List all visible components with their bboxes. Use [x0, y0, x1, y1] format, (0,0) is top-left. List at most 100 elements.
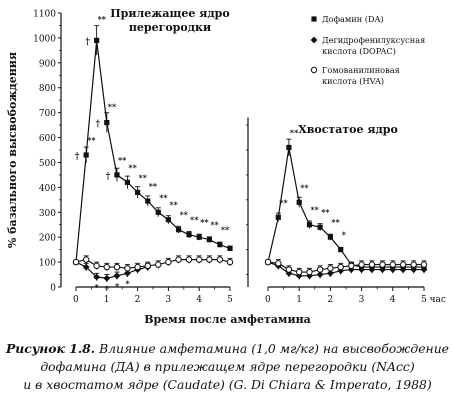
- legend-label: кислота (DOPAC): [322, 46, 396, 56]
- panel-left-point-square: [217, 242, 223, 248]
- panel-right-point-circle: [348, 262, 355, 270]
- panel-left-y-tick-label: 1000: [33, 34, 56, 44]
- panel-right-point-circle: [399, 261, 407, 268]
- panel-left-point-diamond: [93, 273, 101, 281]
- panel-left-point-circle: [72, 258, 80, 266]
- panel-right-point-circle: [389, 261, 396, 268]
- panel-right-point-diamond: [358, 266, 365, 273]
- panel-left-point-circle: [144, 262, 151, 270]
- panel-right-title: Хвостатое ядро: [298, 123, 398, 136]
- panel-left-point-square: [227, 245, 233, 251]
- panel-right-point-diamond: [410, 266, 418, 273]
- panel-left-y-tick-label: 300: [39, 209, 56, 219]
- panel-left-y-tick-label: 700: [39, 109, 56, 119]
- panel-left-y-tick-label: 400: [39, 184, 56, 194]
- panel-left-dagger-mark: †: [106, 172, 111, 182]
- panel-left-significance-label: **: [200, 217, 209, 227]
- panel-right-point-circle: [337, 263, 344, 271]
- panel-right-significance-label: **: [321, 207, 330, 217]
- panel-right-x-tick-label: 0: [265, 295, 271, 305]
- panel-right-point-circle: [264, 258, 272, 266]
- figure-caption: Рисунок 1.8. Влияние амфетамина (1,0 мг/…: [0, 340, 455, 394]
- x-axis-label: Время после амфетамина: [144, 313, 311, 326]
- panel-left-significance-label: **: [139, 172, 148, 182]
- panel-left-point-diamond: [82, 263, 90, 271]
- legend-marker-circle: [310, 66, 318, 74]
- panel-left-significance-label: **: [180, 210, 189, 220]
- panel-left-point-circle: [113, 263, 121, 271]
- panel-left-x-tick-label: 4: [196, 295, 202, 305]
- panel-right-x-tick-label: 2: [327, 295, 333, 305]
- legend-label: Гомованилиновая: [322, 65, 400, 75]
- panel-left-point-square: [175, 227, 182, 233]
- panel-right-point-circle: [327, 265, 334, 272]
- panel-left-point-circle: [103, 263, 111, 271]
- legend-label: кислота (HVA): [322, 76, 384, 86]
- panel-left-significance-label: *: [95, 282, 100, 292]
- panel-left-point-square: [186, 232, 192, 238]
- panel-left-significance-label: **: [108, 102, 117, 112]
- panel-left-significance-label: *: [105, 283, 110, 293]
- panel-left-x-tick-label: 1: [104, 295, 110, 305]
- panel-right-point-circle: [275, 260, 282, 267]
- panel-left-y-tick-label: 900: [39, 59, 56, 69]
- panel-left-x-tick-label: 5: [227, 295, 233, 305]
- caption-line-2: дофамина (ДА) в прилежащем ядре перегоро…: [40, 359, 415, 374]
- panel-left-significance-label: **: [169, 200, 178, 210]
- panel-left-x-tick-label: 3: [165, 295, 171, 305]
- panel-left-significance-label: *: [125, 278, 130, 288]
- panel-left-title: перегородки: [129, 21, 211, 34]
- panel-left-significance-label: **: [87, 135, 96, 145]
- panel-left-point-square: [206, 237, 212, 243]
- panel-right-point-circle: [410, 261, 417, 268]
- panel-left-point-circle: [82, 256, 90, 263]
- caption-line-1: Рисунок 1.8. Влияние амфетамина (1,0 мг/…: [0, 340, 455, 358]
- panel-left-point-circle: [196, 256, 203, 263]
- panel-left-y-tick-label: 800: [39, 84, 56, 94]
- panel-right-series-circle-line: [267, 261, 424, 273]
- panel-right-series-diamond-line: [267, 261, 424, 277]
- panel-left-point-circle: [175, 256, 182, 263]
- panel-right-point-diamond: [379, 266, 386, 273]
- panel-right-significance-label: **: [331, 217, 340, 227]
- panel-left-point-circle: [165, 258, 172, 266]
- panel-left-point-square: [196, 234, 202, 240]
- panel-right-significance-label: **: [300, 182, 309, 192]
- panel-left-series-square-line: [75, 40, 231, 263]
- panel-left-series-circle-line: [75, 258, 231, 269]
- panel-right-x-tick-label: 1: [296, 295, 302, 305]
- panel-left-y-tick-label: 0: [50, 284, 56, 294]
- panel-left-y-tick-label: 100: [39, 259, 56, 269]
- panel-right-point-square: [296, 199, 302, 205]
- panel-left-significance-label: **: [221, 225, 230, 235]
- panel-right-point-diamond: [327, 269, 334, 277]
- panel-left-point-circle: [134, 263, 141, 271]
- panel-right-point-diamond: [389, 266, 397, 273]
- panel-left-point-circle: [93, 262, 100, 270]
- panel-right-point-diamond: [420, 266, 428, 273]
- panel-left-y-tick-label: 600: [39, 134, 56, 144]
- panel-right-point-circle: [420, 261, 428, 268]
- panel-left-point-circle: [206, 256, 213, 263]
- panel-left-point-diamond: [124, 269, 131, 277]
- panel-left-title: Прилежащее ядро: [110, 7, 229, 20]
- panel-left-point-circle: [216, 256, 224, 263]
- caption-label: Рисунок 1.8.: [5, 341, 96, 356]
- panel-left-significance-label: **: [118, 155, 127, 165]
- panel-right-significance-label: **: [279, 197, 288, 207]
- panel-left-significance-label: **: [190, 215, 199, 225]
- panel-left-point-circle: [155, 261, 162, 268]
- panel-right-point-square: [317, 224, 323, 230]
- legend-marker-diamond: [310, 36, 318, 44]
- panel-right-significance-label: **: [290, 128, 299, 138]
- panel-left-y-tick-label: 200: [39, 234, 56, 244]
- panel-right-significance-label: *: [342, 230, 347, 240]
- panel-left-significance-label: **: [98, 14, 107, 24]
- panel-left-dagger-mark: †: [75, 152, 80, 162]
- panel-left-significance-label: **: [210, 220, 219, 230]
- panel-left-y-tick-label: 500: [39, 159, 56, 169]
- legend-marker-square: [311, 16, 317, 22]
- panel-left-point-square: [135, 189, 141, 195]
- panel-right-point-circle: [306, 268, 313, 276]
